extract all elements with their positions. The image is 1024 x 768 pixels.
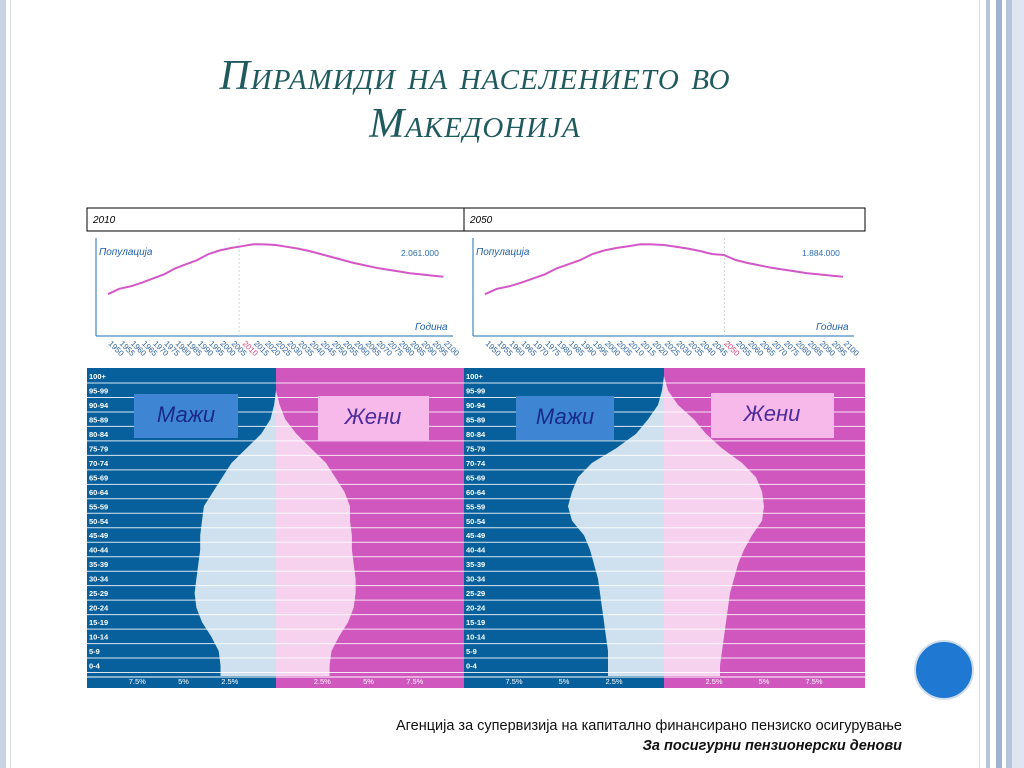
slide-title: Пирамиди на населението во Македонија xyxy=(80,52,870,148)
age-group-label: 10-14 xyxy=(89,633,109,642)
decorative-circle-icon xyxy=(914,640,974,700)
male-pyramid-shape xyxy=(568,368,664,676)
legend-female-label: Жени xyxy=(743,401,801,426)
age-group-label: 90-94 xyxy=(466,401,486,410)
age-group-label: 85-89 xyxy=(466,415,485,424)
slide-frame-right xyxy=(980,0,1024,768)
age-group-label: 60-64 xyxy=(466,488,486,497)
female-pyramid-shape xyxy=(664,368,764,676)
pyramid-x-tick-label: 2.5% xyxy=(605,677,622,686)
legend-male-label: Мажи xyxy=(536,404,594,429)
population-value-label: 1.884.000 xyxy=(802,248,840,258)
title-line-2: Македонија xyxy=(369,101,581,147)
panel-header-box xyxy=(463,207,866,232)
panel-header-year: 2050 xyxy=(469,215,493,226)
age-group-label: 15-19 xyxy=(466,618,485,627)
age-group-label: 50-54 xyxy=(89,517,109,526)
age-group-label: 30-34 xyxy=(466,575,486,584)
male-pyramid-shape xyxy=(194,368,276,676)
slide-frame-left xyxy=(0,0,6,768)
pyramid-x-tick-label: 7.5% xyxy=(505,677,522,686)
age-group-label: 85-89 xyxy=(89,415,108,424)
panel-header-year: 2010 xyxy=(92,215,116,226)
age-group-label: 20-24 xyxy=(466,604,486,613)
age-group-label: 65-69 xyxy=(89,473,108,482)
age-group-label: 100+ xyxy=(466,372,484,381)
age-group-label: 5-9 xyxy=(89,647,100,656)
age-group-label: 20-24 xyxy=(89,604,109,613)
population-line xyxy=(107,243,444,296)
slide-frame xyxy=(10,0,980,768)
pyramid-x-tick-label: 7.5% xyxy=(805,677,822,686)
pyramid-x-tick-label: 2.5% xyxy=(705,677,722,686)
pyramid-x-tick-label: 2.5% xyxy=(221,677,238,686)
legend-female-box xyxy=(711,393,834,438)
age-group-label: 95-99 xyxy=(89,386,108,395)
age-group-label: 0-4 xyxy=(466,662,478,671)
footer-slogan: За посигурни пензионерски денови xyxy=(642,738,902,754)
panel-header-box xyxy=(86,207,465,232)
line-chart-xlabel: Година xyxy=(816,322,849,333)
age-group-label: 45-49 xyxy=(466,531,485,540)
age-group-label: 40-44 xyxy=(466,546,486,555)
age-group-label: 25-29 xyxy=(466,589,485,598)
age-group-label: 35-39 xyxy=(89,560,108,569)
line-chart-ylabel: Популација xyxy=(99,247,153,258)
female-pyramid-shape xyxy=(276,368,356,676)
title-line-1: Пирамиди на населението во xyxy=(219,53,731,99)
age-group-label: 15-19 xyxy=(89,618,108,627)
pyramid-x-tick-label: 5% xyxy=(559,677,570,686)
pyramid-x-tick-label: 5% xyxy=(363,677,374,686)
age-group-label: 100+ xyxy=(89,372,107,381)
footer-agency: Агенција за супервизија на капитално фин… xyxy=(396,718,902,734)
age-group-label: 55-59 xyxy=(89,502,108,511)
age-group-label: 75-79 xyxy=(466,444,485,453)
age-group-label: 0-4 xyxy=(89,662,101,671)
legend-female-label: Жени xyxy=(344,404,402,429)
line-chart-xlabel: Година xyxy=(415,322,448,333)
population-line xyxy=(484,243,844,296)
pyramid-x-tick-label: 2.5% xyxy=(314,677,331,686)
legend-female-box xyxy=(318,396,429,441)
age-group-label: 60-64 xyxy=(89,488,109,497)
age-group-label: 45-49 xyxy=(89,531,108,540)
age-group-label: 10-14 xyxy=(466,633,486,642)
legend-male-label: Мажи xyxy=(157,402,215,427)
age-group-label: 50-54 xyxy=(466,517,486,526)
age-group-label: 80-84 xyxy=(466,430,486,439)
age-group-label: 70-74 xyxy=(466,459,486,468)
age-group-label: 80-84 xyxy=(89,430,109,439)
age-group-label: 40-44 xyxy=(89,546,109,555)
pyramid-x-tick-label: 7.5% xyxy=(406,677,423,686)
pyramid-x-tick-label: 5% xyxy=(759,677,770,686)
legend-male-box xyxy=(134,394,238,438)
age-group-label: 95-99 xyxy=(466,386,485,395)
age-group-label: 55-59 xyxy=(466,502,485,511)
population-value-label: 2.061.000 xyxy=(401,248,439,258)
age-group-label: 25-29 xyxy=(89,589,108,598)
legend-male-box xyxy=(516,396,614,440)
line-chart-ylabel: Популација xyxy=(476,247,530,258)
pyramid-x-tick-label: 7.5% xyxy=(129,677,146,686)
age-group-label: 75-79 xyxy=(89,444,108,453)
age-group-label: 30-34 xyxy=(89,575,109,584)
pyramid-x-tick-label: 5% xyxy=(178,677,189,686)
age-group-label: 70-74 xyxy=(89,459,109,468)
age-group-label: 90-94 xyxy=(89,401,109,410)
age-group-label: 5-9 xyxy=(466,647,477,656)
age-group-label: 35-39 xyxy=(466,560,485,569)
age-group-label: 65-69 xyxy=(466,473,485,482)
